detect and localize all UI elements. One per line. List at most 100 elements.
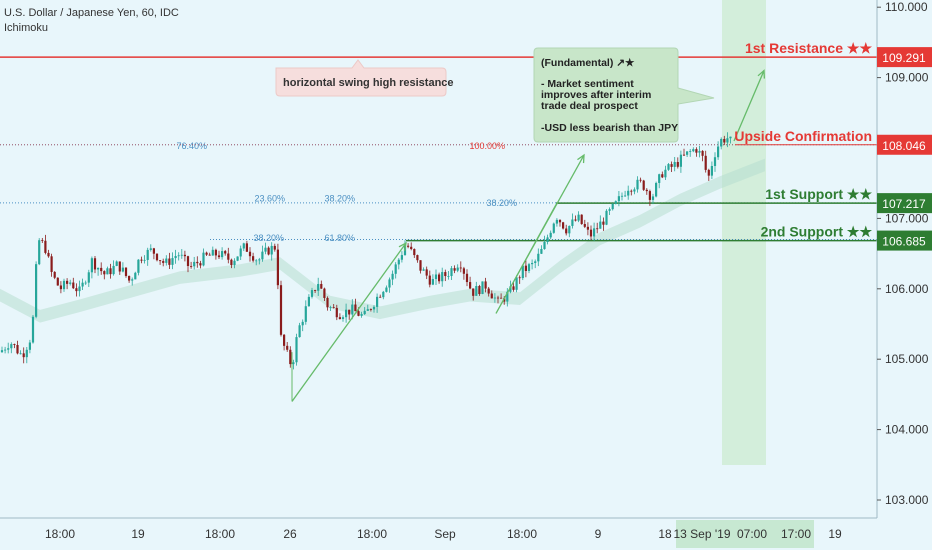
- y-tick-label: 104.000: [885, 423, 929, 437]
- candle-body: [50, 256, 53, 272]
- candle-body: [230, 259, 233, 266]
- candle-body: [314, 290, 317, 291]
- fib-label: 38.20%: [486, 198, 517, 208]
- price-axis[interactable]: [877, 0, 932, 550]
- candle-body: [329, 307, 332, 308]
- candle-body: [162, 261, 165, 263]
- candle-body: [72, 282, 75, 289]
- candle-body: [255, 260, 258, 262]
- swing-note-box[interactable]: [275, 59, 447, 97]
- candle-body: [450, 268, 453, 277]
- y-tick-label: 103.000: [885, 493, 929, 507]
- candle-body: [261, 251, 264, 260]
- indicator-label: Ichimoku: [4, 22, 49, 34]
- candle-body: [292, 362, 295, 365]
- candle-body: [571, 219, 574, 226]
- candle-body: [549, 232, 552, 238]
- candle-body: [425, 269, 428, 276]
- candle-body: [546, 237, 549, 243]
- fib-label: 100.00%: [469, 141, 505, 151]
- candle-body: [31, 316, 35, 343]
- fundamental-note-box[interactable]: [533, 47, 715, 143]
- candle-body: [366, 309, 369, 311]
- candle-body: [174, 256, 177, 259]
- candle-body: [239, 248, 242, 257]
- candle-body: [44, 240, 47, 253]
- fib-label: 38.20%: [324, 194, 355, 204]
- candle-body: [115, 261, 118, 266]
- x-tick-label: 17:00: [781, 527, 811, 541]
- candle-body: [159, 260, 162, 262]
- candle-body: [500, 297, 503, 299]
- candle-body: [379, 296, 382, 298]
- symbol-title: U.S. Dollar / Japanese Yen, 60, IDC: [4, 7, 179, 19]
- candle-body: [307, 296, 310, 307]
- candle-body: [562, 222, 565, 229]
- x-tick-label: 19: [131, 527, 145, 541]
- candle-body: [540, 249, 543, 254]
- candle-body: [493, 297, 496, 299]
- x-tick-label: 13 Sep '19: [673, 527, 730, 541]
- candle-body: [661, 174, 664, 178]
- x-tick-label: 18:00: [205, 527, 235, 541]
- candle-body: [75, 288, 78, 292]
- candle-body: [434, 274, 438, 280]
- fib-label: 76.40%: [176, 141, 207, 151]
- candle-body: [496, 297, 500, 299]
- candle-body: [165, 258, 168, 263]
- candle-body: [438, 274, 441, 282]
- candle-body: [351, 304, 354, 315]
- candle-body: [286, 345, 289, 350]
- candle-body: [388, 279, 391, 288]
- trend-arrow[interactable]: [291, 242, 407, 402]
- candle-body: [630, 190, 633, 192]
- candle-body: [422, 269, 425, 271]
- candle-body: [444, 272, 447, 277]
- x-tick-label: 19: [828, 527, 842, 541]
- candle-body: [385, 287, 388, 292]
- candle-body: [484, 281, 487, 289]
- candle-body: [137, 259, 140, 273]
- price-tag-label: 107.217: [882, 197, 926, 211]
- fib-label: 23.60%: [254, 194, 285, 204]
- candle-body: [264, 247, 267, 252]
- candle-body: [208, 254, 211, 256]
- candle-body: [245, 243, 248, 252]
- candle-body: [62, 280, 66, 290]
- highlighted-date-range: [676, 520, 814, 548]
- candle-body: [419, 260, 422, 271]
- x-tick-label: 18: [658, 527, 672, 541]
- trend-arrow[interactable]: [733, 70, 765, 142]
- candle-body: [534, 261, 537, 263]
- fundamental-note-line: -USD less bearish than JPY: [541, 122, 678, 134]
- candle-body: [487, 288, 490, 294]
- swing-note-text: horizontal swing high resistance: [283, 77, 454, 89]
- candle-body: [348, 309, 351, 315]
- candle-body: [521, 265, 524, 279]
- candle-body: [214, 249, 217, 256]
- price-tag: [877, 230, 932, 251]
- fundamental-note-line: (Fundamental) ↗★: [541, 57, 635, 69]
- candle-body: [146, 249, 149, 260]
- candle-body: [295, 337, 298, 363]
- candle-body: [704, 155, 707, 170]
- candle-body: [707, 169, 710, 176]
- fundamental-note-line: trade deal prospect: [541, 100, 638, 112]
- candle-body: [354, 304, 357, 312]
- candle-body: [673, 162, 676, 167]
- candle-body: [87, 272, 90, 283]
- candle-body: [41, 240, 44, 241]
- candle-body: [22, 353, 25, 358]
- candle-body: [78, 286, 81, 292]
- candle-body: [410, 246, 413, 250]
- candle-body: [465, 273, 469, 283]
- candle-body: [183, 254, 186, 257]
- candle-body: [84, 282, 87, 284]
- candle-body: [53, 271, 56, 278]
- candle-body: [242, 243, 245, 249]
- candle-body: [506, 291, 509, 302]
- candle-body: [301, 321, 304, 326]
- level-name: 1st Support ★★: [765, 186, 872, 202]
- candle-body: [382, 291, 385, 298]
